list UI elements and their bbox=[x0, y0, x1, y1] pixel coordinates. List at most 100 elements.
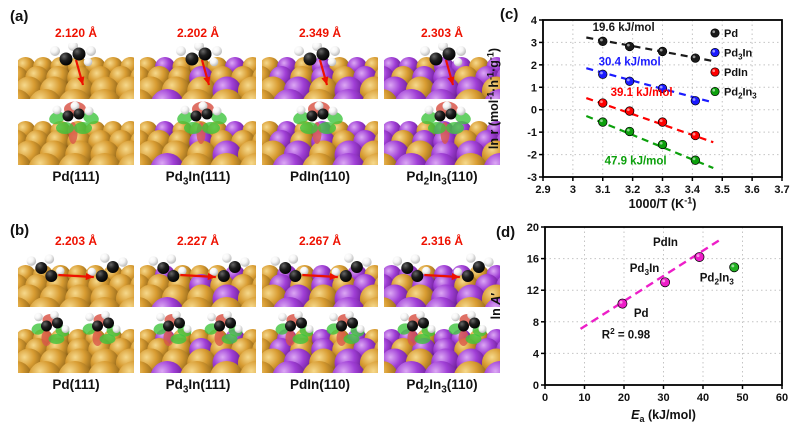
svg-text:(c): (c) bbox=[500, 6, 518, 23]
series-Pd: 19.6 kJ/mol bbox=[586, 22, 714, 63]
bond-arrow bbox=[58, 272, 94, 281]
svg-text:3.6: 3.6 bbox=[744, 184, 759, 196]
svg-text:2: 2 bbox=[531, 60, 537, 72]
charge-density-image bbox=[384, 309, 500, 373]
svg-text:Pd3In: Pd3In bbox=[724, 48, 753, 62]
svg-text:0: 0 bbox=[531, 105, 537, 117]
svg-text:4: 4 bbox=[531, 15, 538, 27]
surface-atoms bbox=[140, 329, 256, 373]
panel-b-label: (b) bbox=[10, 222, 30, 239]
bond-distance-label: 2.267 Å bbox=[298, 234, 342, 248]
charge-density-image bbox=[384, 101, 500, 165]
charge-isosurface bbox=[397, 310, 487, 346]
adsorption-structure-image bbox=[18, 251, 134, 307]
compensation-plot: 0 10 20 30 40 50 60 0 4 8 12 16 20 Pd Pd3In PdIn Pd2In3 R… bbox=[489, 222, 788, 424]
charge-isosurface bbox=[153, 310, 243, 346]
adsorbate-molecule bbox=[424, 101, 466, 122]
adsorbate-molecule bbox=[180, 101, 222, 122]
svg-text:4: 4 bbox=[533, 348, 540, 360]
axes: 2.9 3 3.1 3.2 3.3 3.4 3.5 3.6 3.7 -3 -2 -1 0 1 2 3 4 bbox=[527, 15, 789, 196]
charge-density-image bbox=[262, 309, 378, 373]
bond-arrow bbox=[200, 59, 211, 86]
svg-text:0: 0 bbox=[542, 392, 548, 404]
adsorbate-molecule bbox=[85, 310, 121, 333]
surface-atoms bbox=[384, 57, 500, 99]
svg-text:50: 50 bbox=[736, 392, 748, 404]
adsorbate-molecule bbox=[148, 253, 250, 282]
svg-text:40: 40 bbox=[697, 392, 709, 404]
bond-distance-label: 2.203 Å bbox=[54, 234, 98, 248]
svg-text:-2: -2 bbox=[527, 150, 537, 162]
adsorbate-molecule bbox=[156, 310, 192, 333]
surface-atoms bbox=[140, 265, 256, 307]
series-PdIn: 39.1 kJ/mol bbox=[585, 87, 714, 144]
svg-text:Pd2In3: Pd2In3 bbox=[700, 273, 735, 287]
arrhenius-plot: 2.9 3 3.1 3.2 3.3 3.4 3.5 3.6 3.7 -3 -2 -1 0 1 2 3 4 19.6… bbox=[486, 6, 790, 211]
point-Pd2In3: Pd2In3 bbox=[700, 262, 740, 287]
svg-text:0: 0 bbox=[533, 380, 539, 392]
adsorbate-molecule bbox=[420, 43, 466, 67]
structure-cell-a-Pd2In3: 2.303 Å Pd2In3(110) bbox=[384, 26, 500, 188]
svg-text:3: 3 bbox=[570, 184, 576, 196]
charge-density-image bbox=[140, 309, 256, 373]
svg-text:Ea (kJ/mol): Ea (kJ/mol) bbox=[631, 408, 696, 424]
structure-name: Pd(111) bbox=[52, 169, 100, 184]
svg-text:-3: -3 bbox=[527, 172, 537, 184]
adsorbate-molecule bbox=[26, 253, 128, 282]
adsorbate-molecule bbox=[392, 253, 494, 282]
panel-a: (a) 2.120 Å Pd(111) 2.202 Å Pd3In(111) 2.349… bbox=[6, 2, 512, 214]
svg-text:R2 = 0.98: R2 = 0.98 bbox=[602, 327, 651, 341]
svg-text:3: 3 bbox=[531, 37, 537, 49]
structure-name: PdIn(110) bbox=[289, 377, 351, 392]
adsorbate-molecule bbox=[329, 310, 365, 333]
svg-text:10: 10 bbox=[578, 392, 590, 404]
svg-text:3.5: 3.5 bbox=[715, 184, 730, 196]
bond-arrow bbox=[424, 272, 460, 281]
surface-atoms bbox=[262, 121, 378, 165]
bond-arrow bbox=[444, 59, 455, 86]
svg-text:PdIn: PdIn bbox=[724, 67, 748, 79]
adsorbate-molecule bbox=[296, 101, 338, 122]
adsorbate-molecule bbox=[207, 310, 243, 333]
adsorption-structure-image bbox=[262, 251, 378, 307]
structure-name: Pd2In3(110) bbox=[406, 377, 478, 396]
structure-cell-b-Pd2In3: 2.316 Å Pd2In3(110) bbox=[384, 234, 500, 396]
svg-text:30.4 kJ/mol: 30.4 kJ/mol bbox=[599, 56, 661, 68]
structure-name: Pd2In3(110) bbox=[406, 169, 478, 188]
svg-text:Pd: Pd bbox=[724, 28, 738, 40]
structure-cell-b-PdIn: 2.267 Å PdIn(110) bbox=[262, 234, 378, 392]
svg-text:30: 30 bbox=[657, 392, 669, 404]
svg-text:47.9 kJ/mol: 47.9 kJ/mol bbox=[605, 156, 667, 168]
series-Pd2In3: 47.9 kJ/mol bbox=[585, 114, 714, 170]
point-Pd: Pd bbox=[617, 298, 649, 320]
structure-name: PdIn(110) bbox=[289, 169, 351, 184]
adsorbate-molecule bbox=[294, 43, 340, 67]
svg-text:16: 16 bbox=[527, 254, 539, 266]
surface-atoms bbox=[18, 57, 134, 99]
structure-cell-a-Pd: 2.120 Å Pd(111) bbox=[18, 26, 134, 184]
series-Pd3In: 30.4 kJ/mol bbox=[586, 56, 714, 106]
charge-isosurface bbox=[275, 310, 365, 346]
bond-arrow bbox=[318, 59, 329, 86]
structure-cell-a-PdIn: 2.349 Å PdIn(110) bbox=[262, 26, 378, 184]
svg-text:20: 20 bbox=[527, 222, 539, 234]
svg-text:19.6 kJ/mol: 19.6 kJ/mol bbox=[593, 22, 655, 34]
structure-cell-b-Pd: 2.203 Å Pd(111) bbox=[18, 234, 134, 392]
svg-text:-1: -1 bbox=[527, 127, 537, 139]
bond-distance-label: 2.316 Å bbox=[420, 234, 464, 248]
adsorbate-molecule bbox=[278, 310, 314, 333]
structure-name: Pd3In(111) bbox=[165, 169, 231, 188]
panel-a-columns: 2.120 Å Pd(111) 2.202 Å Pd3In(111) 2.349 Å Pd… bbox=[6, 2, 512, 214]
trend-line bbox=[579, 237, 724, 330]
legend: Pd Pd3In PdIn Pd2In3 bbox=[710, 28, 757, 100]
adsorption-structure-image bbox=[384, 43, 500, 99]
structure-name: Pd(111) bbox=[52, 377, 100, 392]
adsorbate-molecule bbox=[34, 310, 70, 333]
bond-arrow bbox=[74, 59, 85, 86]
bond-distance-label: 2.202 Å bbox=[176, 26, 220, 40]
svg-text:1: 1 bbox=[531, 82, 537, 94]
svg-text:8: 8 bbox=[533, 317, 539, 329]
charge-density-image bbox=[262, 101, 378, 165]
bond-distance-label: 2.349 Å bbox=[298, 26, 342, 40]
